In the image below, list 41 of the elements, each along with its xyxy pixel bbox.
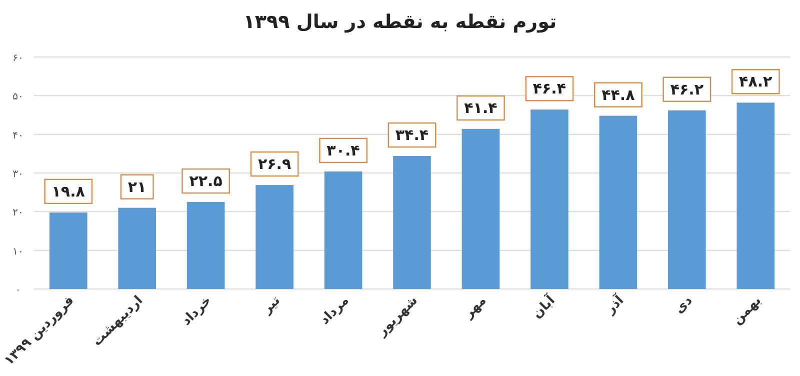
bar [599,116,638,289]
bar [393,156,431,289]
data-label: ۴۴.۸ [602,86,635,104]
data-label: ۴۱.۴ [464,98,498,117]
data-label: ۳۰.۴ [326,141,360,160]
y-tick-label: ۳۰ [12,169,24,180]
y-tick-label: ۶۰ [12,53,24,64]
bar [462,128,500,289]
data-label: ۲۲.۵ [189,172,222,190]
x-tick-label: اردیبهشت [90,293,146,350]
y-tick-label: ۲۰ [12,208,24,219]
bar [668,110,706,289]
bar [324,171,362,289]
x-tick-label: مرداد [317,293,352,328]
x-tick-label: بهمن [730,293,764,328]
data-label: ۴۶.۲ [670,80,704,98]
bar [186,202,225,289]
x-tick-label: تیر [259,293,284,318]
bar [49,212,88,289]
x-tick-label: آذر [601,291,628,318]
x-tick-label: شهریور [374,293,421,340]
x-tick-label: دی [672,292,696,317]
x-tick-label: مهر [460,293,490,322]
x-tick-label: خرداد [179,293,215,329]
data-label: ۳۴.۴ [395,126,429,144]
data-label: ۱۹.۸ [52,182,85,200]
y-tick-label: ۵۰ [12,92,24,103]
data-label: ۴۶.۴ [532,80,566,98]
data-label: ۲۱ [128,178,146,196]
y-tick-label: ۰ [15,285,21,296]
data-label: ۲۶.۹ [258,154,292,173]
data-label: ۴۸.۲ [739,72,772,91]
bar [530,110,568,289]
x-tick-label: آبان [528,291,559,322]
x-tick-label: فروردین ۱۳۹۹ [2,293,78,369]
chart-title: تورم نقطه به نقطه در سال ۱۳۹۹ [243,11,557,33]
bar [256,184,294,289]
y-tick-label: ۴۰ [12,130,24,142]
bar [736,102,775,289]
bar [118,208,156,289]
y-tick-label: ۱۰ [12,246,24,258]
